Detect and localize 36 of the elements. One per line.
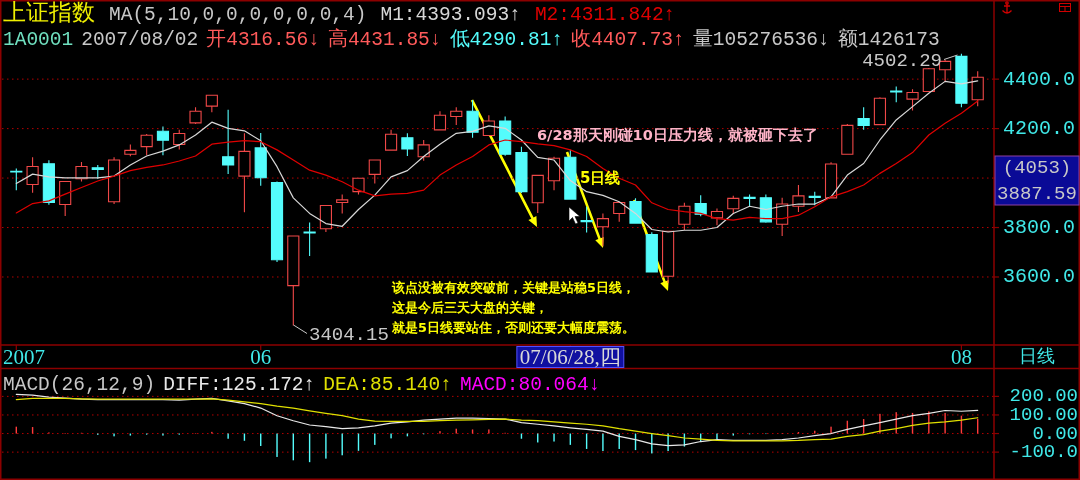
annotation: 这是今后三天大盘的关键， <box>391 299 548 315</box>
annotation: 收4407.73↑ <box>571 29 685 51</box>
series-label: DEA:85.140↑ <box>323 374 452 396</box>
y-tick-label: 4400.0 <box>1003 67 1076 91</box>
annotation: 6/28那天刚碰10日压力线，就被砸下去了 <box>537 127 818 143</box>
line-series <box>15 100 979 221</box>
annotation: 量105276536↓ <box>692 29 830 51</box>
series-label: DIFF:125.172↑ <box>163 374 316 396</box>
text: M2:4311.842↑ <box>534 4 676 26</box>
text: (4053) <box>1002 157 1072 179</box>
annotation: 5日线 <box>580 169 621 187</box>
x-tick-label: 07/06/28,四 <box>519 345 621 369</box>
chart-title: MACD(26,12,9) <box>3 374 156 396</box>
x-tick-label: 08 <box>950 345 972 369</box>
text: 1A0001 <box>3 29 74 51</box>
chart-title: 上证指数 <box>3 1 95 27</box>
y-tick-label: 3600.0 <box>1003 265 1076 289</box>
annotation: MACD:80.064↓ <box>459 374 601 396</box>
legend-title: MA(5,10,0,0,0,0,0,0,4) <box>109 4 367 26</box>
y-tick-label: 4200.0 <box>1003 117 1076 141</box>
annotation: 2007/08/02 <box>81 29 199 51</box>
annotation: 低4290.81↑ <box>449 29 564 51</box>
annotation: 高4431.85↓ <box>327 27 442 51</box>
y-tick-label: 3800.0 <box>1003 216 1076 240</box>
x-tick-label: 2007 <box>3 345 45 369</box>
annotation: 该点没被有效突破前，关键是站稳5日线， <box>391 279 635 295</box>
annotation: 就是5日线要站住，否则还要大幅度震荡。 <box>391 319 635 335</box>
annotation: 开4316.56↓ <box>206 29 320 51</box>
text: M1:4393.093↑ <box>380 4 521 26</box>
annotation: 额1426173 <box>837 28 940 51</box>
annotation: 3404.15 <box>309 324 389 346</box>
annotation: 4502.29 <box>862 50 942 72</box>
text: 日线 <box>1019 347 1055 367</box>
x-tick-label: 06 <box>250 345 272 369</box>
text: 3887.59 <box>997 183 1077 205</box>
line-series <box>15 80 979 233</box>
